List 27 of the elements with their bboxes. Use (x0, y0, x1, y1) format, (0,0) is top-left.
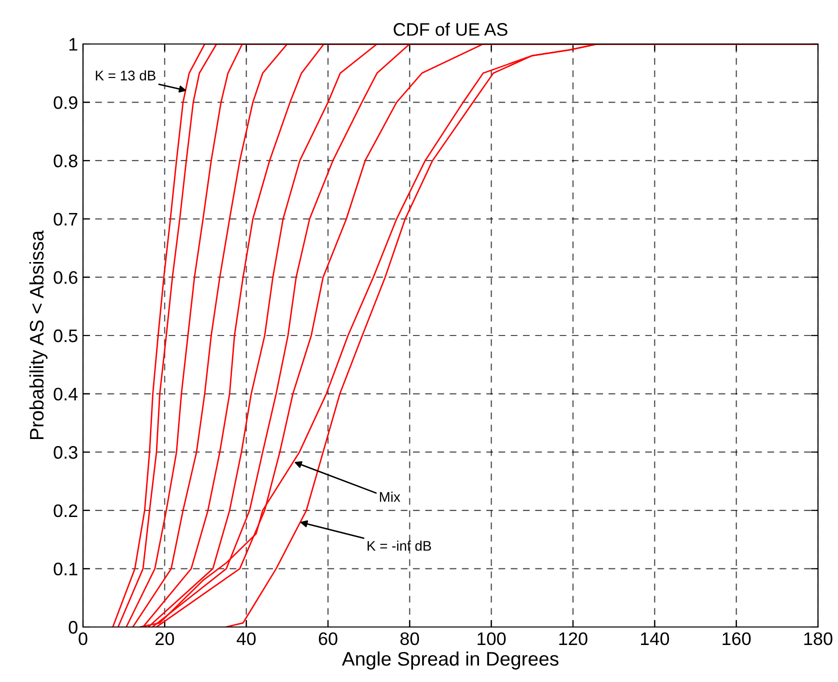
y-tick-label: 0.8 (54, 154, 78, 168)
y-tick-label: 0.6 (54, 271, 78, 284)
x-tick-label: 180 (804, 632, 832, 646)
x-tick-label: 100 (478, 632, 506, 646)
y-tick-label: 0.3 (54, 446, 78, 459)
x-tick-label: 40 (236, 632, 256, 646)
x-tick-label: 120 (559, 632, 588, 646)
x-tick-label: 160 (722, 632, 751, 646)
y-tick-label: 1 (69, 38, 78, 51)
y-tick-label: 0.4 (54, 388, 78, 401)
y-tick-label: 0.2 (54, 504, 78, 518)
y-tick-label: 0.9 (54, 96, 78, 110)
y-tick-label: 0 (68, 620, 78, 634)
x-tick-label: 20 (156, 632, 174, 646)
annotation: Mix (380, 492, 400, 502)
y-tick-label: 0.1 (54, 562, 78, 576)
x-axis-title: Angle Spread in Degrees (342, 651, 558, 670)
annotation: K = 13 dB (96, 70, 156, 80)
x-tick-label: 60 (318, 632, 338, 646)
x-tick-label: 0 (78, 632, 88, 646)
y-tick-label: 0.7 (54, 212, 78, 226)
annotation: K = -inf dB (368, 540, 431, 551)
x-tick-label: 140 (640, 632, 670, 646)
y-tick-label: 0.5 (54, 329, 78, 342)
chart-title: CDF of UE AS (394, 22, 508, 36)
y-axis-title: Probability AS < Absissa (29, 230, 48, 440)
x-tick-label: 80 (400, 632, 420, 646)
